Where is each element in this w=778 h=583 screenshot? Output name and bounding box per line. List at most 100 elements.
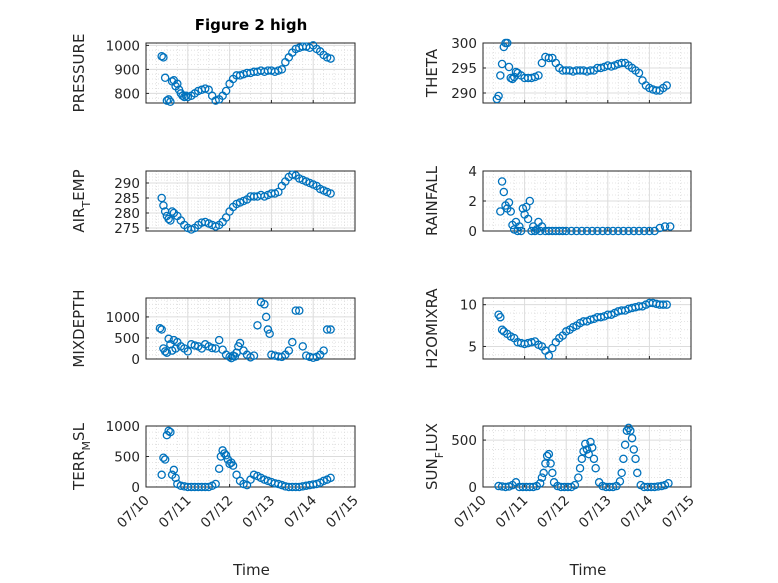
- series-markers: [155, 297, 335, 363]
- data-point: [159, 453, 168, 462]
- data-point: [582, 226, 592, 236]
- data-point: [159, 53, 168, 62]
- data-point: [546, 459, 555, 468]
- y-tick-label: 0: [131, 352, 140, 368]
- data-point: [665, 222, 675, 231]
- data-point: [544, 449, 554, 459]
- data-point: [497, 325, 507, 335]
- data-point: [530, 226, 540, 236]
- data-point: [593, 226, 602, 236]
- data-point: [542, 451, 552, 461]
- x-axis-label: Time: [232, 561, 270, 579]
- data-point: [496, 207, 505, 216]
- data-point: [326, 473, 335, 483]
- y-tick-label: 295: [451, 61, 477, 77]
- y-tick-label: 290: [451, 86, 477, 102]
- data-point: [263, 325, 273, 334]
- series-markers: [157, 426, 335, 492]
- data-point: [561, 226, 571, 236]
- data-point: [577, 226, 587, 236]
- y-axis-label: SUNFLUX: [423, 423, 446, 490]
- data-point: [626, 426, 635, 435]
- axes-box: [145, 297, 356, 360]
- data-point: [664, 478, 673, 488]
- data-point: [527, 226, 536, 236]
- data-point: [288, 337, 297, 347]
- data-point: [157, 51, 166, 61]
- y-tick-label: 0: [468, 224, 477, 240]
- data-point: [494, 91, 503, 101]
- data-point: [587, 443, 597, 452]
- data-point: [496, 71, 505, 80]
- data-point: [584, 449, 593, 459]
- data-point: [235, 338, 245, 348]
- data-point: [157, 193, 166, 203]
- data-point: [166, 216, 175, 225]
- data-point: [155, 324, 165, 333]
- data-point: [504, 198, 514, 207]
- data-point: [160, 455, 170, 464]
- data-point: [497, 59, 507, 69]
- data-point: [322, 325, 332, 334]
- data-point: [173, 79, 182, 89]
- data-point: [260, 300, 269, 309]
- y-axis-label: AIRTEMP: [70, 169, 93, 232]
- y-tick-label: 2: [468, 194, 477, 210]
- subplot-mixdepth: 0 500 1000 MIXDEPTH: [70, 289, 356, 368]
- data-point: [629, 445, 639, 454]
- data-point: [284, 346, 294, 355]
- data-point: [660, 222, 670, 231]
- data-point: [249, 351, 259, 360]
- y-tick-label: 4: [468, 164, 477, 180]
- data-point: [214, 464, 224, 473]
- axes-box: [482, 297, 692, 360]
- y-tick-label: 800: [114, 86, 140, 102]
- data-point: [506, 207, 515, 216]
- data-point: [277, 65, 287, 74]
- y-tick-label: 290: [114, 176, 140, 192]
- data-point: [164, 334, 173, 344]
- subplot-pressure: 800 900 1000 PRESSURE: [70, 34, 356, 113]
- data-point: [265, 329, 274, 339]
- data-point: [496, 312, 505, 322]
- data-point: [603, 226, 613, 236]
- y-tick-label: 285: [114, 191, 140, 207]
- data-point: [537, 473, 547, 482]
- data-point: [167, 207, 177, 216]
- data-point: [166, 427, 175, 437]
- y-axis-label: TERRMSL: [70, 422, 93, 491]
- data-point: [513, 226, 522, 236]
- subplot-rainfall: 0 2 4 RAINFALL: [423, 164, 692, 240]
- y-tick-label: 500: [114, 450, 140, 466]
- data-point: [164, 95, 173, 104]
- data-point: [515, 222, 524, 231]
- data-point: [659, 300, 668, 309]
- data-point: [645, 226, 654, 236]
- data-point: [298, 342, 307, 351]
- y-tick-label: 0: [468, 480, 477, 496]
- figure-title: Figure 2 high: [195, 16, 308, 34]
- data-point: [497, 177, 507, 186]
- data-point: [326, 54, 335, 63]
- data-point: [159, 201, 168, 210]
- data-point: [157, 325, 166, 334]
- data-point: [586, 437, 595, 447]
- data-point: [295, 306, 304, 315]
- y-axis-label: THETA: [423, 48, 441, 98]
- data-point: [535, 226, 545, 236]
- data-point: [319, 346, 328, 355]
- data-point: [504, 62, 514, 72]
- data-point: [214, 335, 224, 345]
- data-point: [181, 91, 191, 101]
- y-tick-label: 280: [114, 206, 140, 222]
- data-point: [523, 214, 533, 224]
- data-point: [261, 312, 271, 322]
- series-markers: [496, 177, 675, 236]
- data-point: [183, 347, 193, 356]
- y-axis-label: PRESSURE: [70, 34, 88, 113]
- data-point: [591, 463, 600, 473]
- series-markers: [494, 298, 671, 360]
